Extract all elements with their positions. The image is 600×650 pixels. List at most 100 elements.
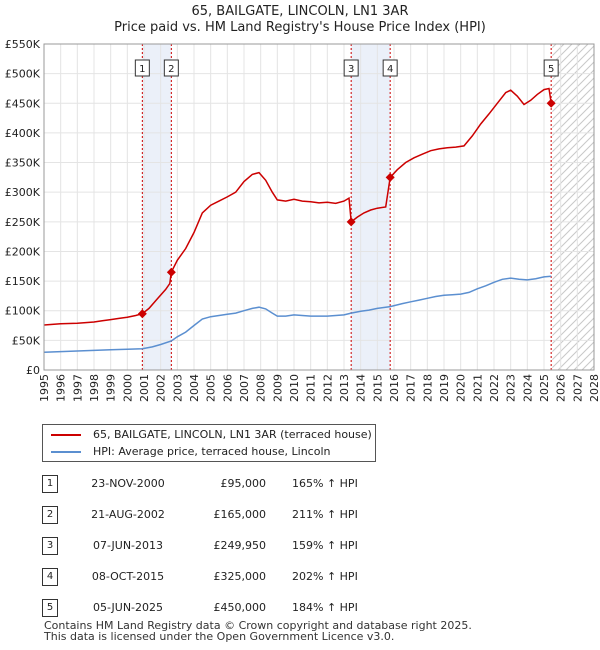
sale-label-box: 4: [382, 59, 398, 77]
sale-label-box: 2: [163, 59, 179, 77]
sale-marker: [137, 309, 147, 319]
shaded-range: [142, 44, 172, 370]
x-tick-label: 2017: [405, 374, 418, 402]
x-tick-label: 1998: [88, 374, 101, 402]
x-tick-label: 2002: [155, 374, 168, 402]
series-line-hpi: [44, 275, 552, 353]
sale-marker: [346, 217, 356, 227]
sale-hpi-change: 184% ↑ HPI: [292, 601, 358, 614]
x-tick-label: 2008: [255, 374, 268, 402]
table-row: 1 23-NOV-2000 £95,000 165% ↑ HPI: [42, 475, 442, 493]
x-tick-label: 2027: [571, 374, 584, 402]
x-tick-label: 2021: [471, 374, 484, 402]
x-tick-label: 2011: [305, 374, 318, 402]
sale-label-box: 3: [343, 59, 359, 77]
sale-hpi-change: 165% ↑ HPI: [292, 477, 358, 490]
x-tick-label: 2016: [388, 374, 401, 402]
sale-number: 5: [42, 599, 58, 617]
table-row: 3 07-JUN-2013 £249,950 159% ↑ HPI: [42, 537, 442, 555]
sale-price: £249,950: [213, 539, 267, 552]
x-tick-label: 2004: [188, 374, 201, 402]
y-tick-label: £400K: [5, 127, 41, 140]
y-tick-label: £350K: [5, 157, 41, 170]
sale-number: 3: [42, 537, 58, 555]
y-tick-label: £500K: [5, 68, 41, 81]
sale-label-text: 3: [348, 64, 354, 75]
legend-entry-hpi: HPI: Average price, terraced house, Linc…: [51, 444, 330, 460]
legend-swatch-hpi: [51, 451, 81, 453]
x-tick-label: 2019: [438, 374, 451, 402]
sale-label-rect: [543, 59, 559, 77]
future-hatch-region: [552, 44, 594, 370]
table-row: 5 05-JUN-2025 £450,000 184% ↑ HPI: [42, 599, 442, 617]
y-tick-label: £0: [26, 364, 40, 377]
sale-label-text: 5: [548, 64, 554, 75]
plot-border: [43, 43, 595, 371]
x-tick-label: 2012: [321, 374, 334, 402]
sale-price: £325,000: [213, 570, 267, 583]
sale-date: 08-OCT-2015: [91, 570, 165, 583]
sale-label-box: 1: [134, 59, 150, 77]
x-tick-label: 2015: [371, 374, 384, 402]
x-tick-label: 2013: [338, 374, 351, 402]
x-tick-label: 2024: [521, 374, 534, 402]
chart-subtitle: Price paid vs. HM Land Registry's House …: [114, 20, 486, 35]
x-tick-label: 2009: [271, 374, 284, 402]
sale-hpi-change: 159% ↑ HPI: [292, 539, 358, 552]
footer-copyright: Contains HM Land Registry data © Crown c…: [44, 619, 472, 632]
y-tick-label: £550K: [5, 38, 41, 51]
sale-label-rect: [343, 59, 359, 77]
price-chart: 1 2 3 4 5 £0 £50K £100K £150K £200K £250K £300K £350…: [5, 38, 600, 402]
x-tick-label: 2025: [538, 374, 551, 402]
x-tick-label: 2020: [455, 374, 468, 402]
x-tick-label: 2023: [505, 374, 518, 402]
x-tick-label: 2018: [421, 374, 434, 402]
x-tick-label: 2028: [588, 374, 600, 402]
sale-price: £165,000: [213, 508, 267, 521]
table-row: 4 08-OCT-2015 £325,000 202% ↑ HPI: [42, 568, 442, 586]
x-tick-label: 1996: [55, 374, 68, 402]
y-tick-label: £100K: [5, 305, 41, 318]
x-tick-label: 1997: [71, 374, 84, 402]
y-tick-label: £450K: [5, 97, 41, 110]
sale-date: 07-JUN-2013: [92, 539, 164, 552]
sale-number: 1: [42, 475, 58, 493]
table-row: 2 21-AUG-2002 £165,000 211% ↑ HPI: [42, 506, 442, 524]
sale-number: 2: [42, 506, 58, 524]
sale-label-rect: [134, 59, 150, 77]
sale-date: 05-JUN-2025: [92, 601, 164, 614]
chart-title: 65, BAILGATE, LINCOLN, LN1 3AR: [191, 4, 409, 19]
sale-date: 21-AUG-2002: [91, 508, 165, 521]
x-tick-label: 2026: [555, 374, 568, 402]
sale-label-rect: [163, 59, 179, 77]
legend: 65, BAILGATE, LINCOLN, LN1 3AR (terraced…: [42, 424, 376, 462]
y-tick-label: £200K: [5, 245, 41, 258]
legend-label-hpi: HPI: Average price, terraced house, Linc…: [93, 445, 331, 458]
x-tick-label: 1995: [38, 374, 51, 402]
legend-swatch-property: [51, 434, 81, 436]
sale-price: £95,000: [220, 477, 267, 490]
sale-hpi-change: 202% ↑ HPI: [292, 570, 358, 583]
sale-hpi-change: 211% ↑ HPI: [292, 508, 358, 521]
sale-number: 4: [42, 568, 58, 586]
legend-entry-property: 65, BAILGATE, LINCOLN, LN1 3AR (terraced…: [51, 427, 372, 443]
legend-label-property: 65, BAILGATE, LINCOLN, LN1 3AR (terraced…: [93, 428, 372, 441]
y-tick-label: £300K: [5, 186, 41, 199]
plot-area: [44, 44, 594, 370]
sale-date: 23-NOV-2000: [91, 477, 165, 490]
x-tick-label: 1999: [105, 374, 118, 402]
y-tick-label: £150K: [5, 275, 41, 288]
footer-licence: This data is licensed under the Open Gov…: [44, 630, 395, 643]
x-tick-label: 2003: [171, 374, 184, 402]
x-tick-label: 2010: [288, 374, 301, 402]
sale-label-rect: [382, 59, 398, 77]
sale-price: £450,000: [213, 601, 267, 614]
y-tick-label: £50K: [12, 334, 41, 347]
x-tick-label: 2006: [221, 374, 234, 402]
sale-label-box: 5: [543, 59, 559, 77]
y-tick-label: £250K: [5, 216, 41, 229]
x-tick-label: 2014: [355, 374, 368, 402]
sale-marker: [546, 98, 556, 108]
x-tick-label: 2007: [238, 374, 251, 402]
x-tick-label: 2000: [121, 374, 134, 402]
